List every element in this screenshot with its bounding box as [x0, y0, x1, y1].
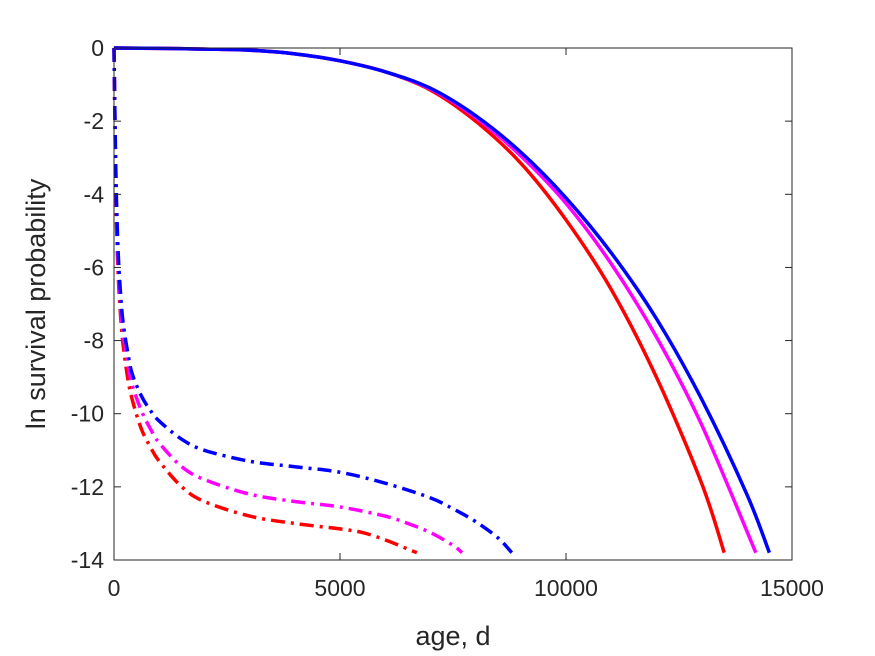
- y-tick-label: -12: [71, 474, 104, 500]
- series-line-5: [112, 47, 514, 554]
- y-axis-title: ln survival probability: [21, 178, 51, 429]
- y-tick-label: -8: [84, 328, 104, 354]
- y-tick-label: -4: [84, 181, 105, 207]
- series-line-3: [112, 47, 418, 555]
- y-tick-label: -14: [71, 547, 104, 573]
- plot-frame: [113, 47, 793, 561]
- y-tick-label: -2: [84, 108, 104, 134]
- y-tick-label: 0: [91, 35, 104, 61]
- series-layer: [112, 46, 772, 555]
- x-tick-label: 10000: [534, 575, 598, 601]
- x-axis-title: age, d: [415, 621, 490, 651]
- x-tick-label: 5000: [314, 575, 365, 601]
- x-tick-label: 15000: [760, 575, 824, 601]
- series-line-4: [112, 47, 464, 555]
- ticks-layer: 0 5000 10000 15000 0 -2 -4 -6 -8 -10 -12 -14: [71, 35, 824, 601]
- series-line-2: [113, 46, 772, 554]
- x-tick-label: 0: [108, 575, 121, 601]
- series-line-1: [113, 46, 758, 554]
- series-line-0: [113, 46, 726, 554]
- y-tick-label: -6: [84, 254, 104, 280]
- y-tick-label: -10: [71, 401, 104, 427]
